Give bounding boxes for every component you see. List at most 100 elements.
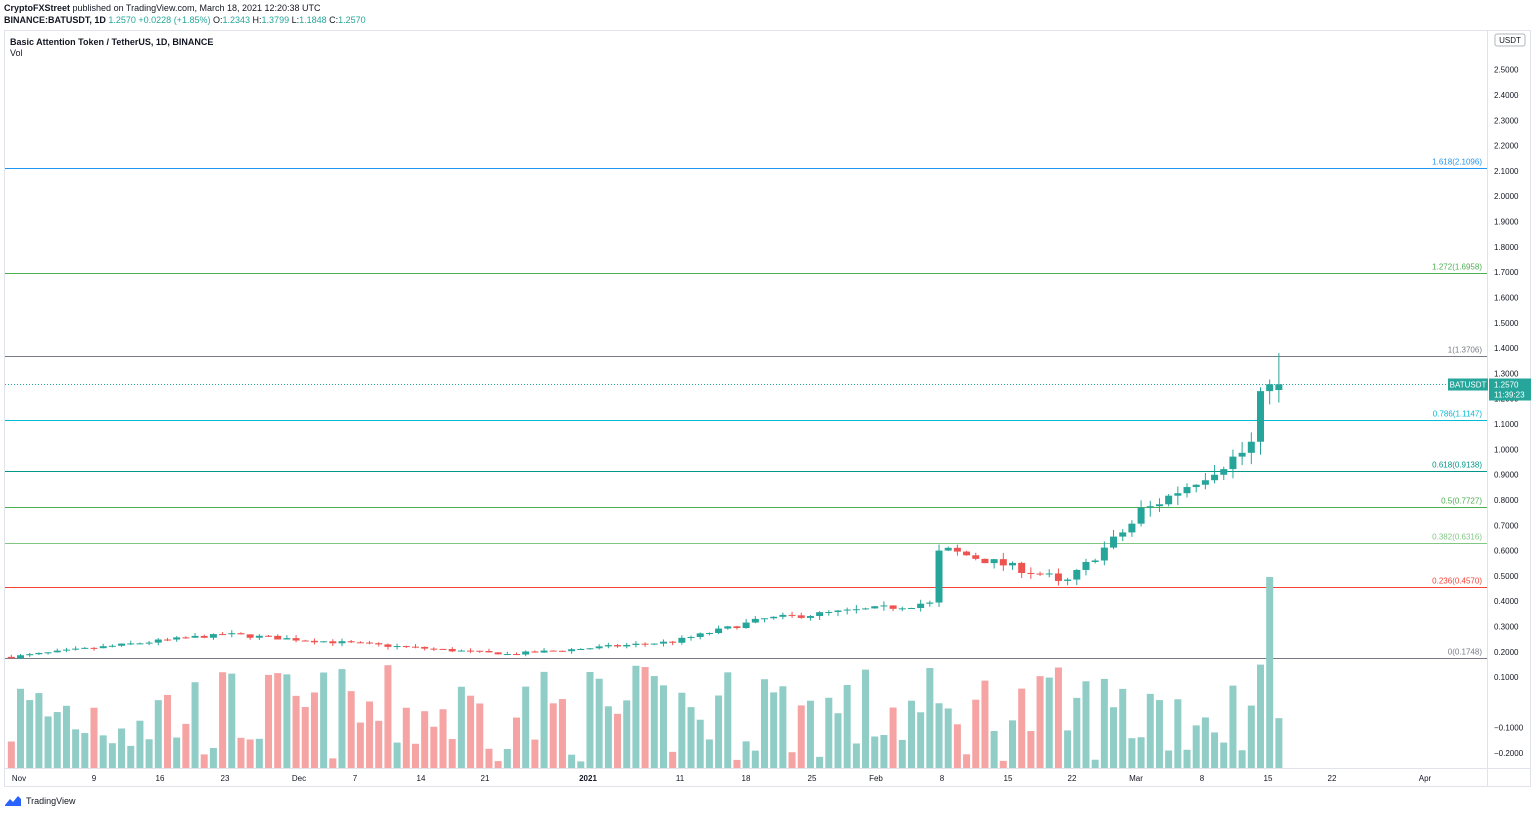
candle-body[interactable] <box>1036 573 1044 575</box>
candle-body[interactable] <box>62 649 70 651</box>
candle-body[interactable] <box>595 646 603 649</box>
candle-body[interactable] <box>1238 452 1246 457</box>
candle-body[interactable] <box>898 608 906 610</box>
candle-body[interactable] <box>1229 456 1237 470</box>
candle-body[interactable] <box>209 634 217 638</box>
candle-body[interactable] <box>1146 506 1154 508</box>
candle-body[interactable] <box>531 651 539 653</box>
candle-body[interactable] <box>1073 569 1081 580</box>
candle-body[interactable] <box>145 642 153 644</box>
chart-frame[interactable] <box>4 30 1531 787</box>
candle-body[interactable] <box>641 643 649 645</box>
candle-body[interactable] <box>1256 391 1264 442</box>
candle-body[interactable] <box>1174 493 1182 496</box>
candle-body[interactable] <box>540 650 548 653</box>
candle-body[interactable] <box>1211 474 1219 481</box>
candle-body[interactable] <box>1119 532 1127 537</box>
candle-body[interactable] <box>439 648 447 650</box>
candle-body[interactable] <box>944 547 952 551</box>
candle-body[interactable] <box>163 639 171 641</box>
candle-body[interactable] <box>485 651 493 653</box>
candle-body[interactable] <box>871 606 879 609</box>
candle-body[interactable] <box>816 612 824 616</box>
candle-body[interactable] <box>173 637 181 640</box>
candle-body[interactable] <box>1220 469 1228 475</box>
candle-body[interactable] <box>705 633 713 635</box>
candle-body[interactable] <box>118 643 126 646</box>
candle-body[interactable] <box>522 651 530 655</box>
candle-body[interactable] <box>1045 573 1053 575</box>
candle-body[interactable] <box>558 650 566 652</box>
candle-body[interactable] <box>99 646 107 649</box>
candle-body[interactable] <box>678 637 686 643</box>
candle-body[interactable] <box>742 622 750 629</box>
candle-body[interactable] <box>669 641 677 643</box>
candle-body[interactable] <box>430 648 438 650</box>
candle-body[interactable] <box>191 635 199 638</box>
candle-body[interactable] <box>1009 562 1016 566</box>
candle-body[interactable] <box>513 654 521 656</box>
candle-body[interactable] <box>659 641 667 644</box>
candle-body[interactable] <box>457 650 465 652</box>
candle-body[interactable] <box>228 633 236 635</box>
candle-body[interactable] <box>154 639 162 643</box>
candle-body[interactable] <box>1155 504 1163 507</box>
candle-body[interactable] <box>568 649 576 652</box>
candle-body[interactable] <box>825 611 833 613</box>
candle-body[interactable] <box>935 550 943 603</box>
candle-body[interactable] <box>136 643 144 645</box>
candle-body[interactable] <box>127 643 135 645</box>
candle-body[interactable] <box>999 559 1007 566</box>
time-axis[interactable]: Nov 9 16 23 Dec 7 14 21 2021 11 18 25 Feb 8 15 22 Mar 8 15… <box>5 768 1531 784</box>
candle-body[interactable] <box>356 642 364 644</box>
candle-body[interactable] <box>770 616 778 619</box>
candle-body[interactable] <box>779 614 787 617</box>
candle-body[interactable] <box>751 618 759 623</box>
candle-body[interactable] <box>292 638 300 641</box>
candle-body[interactable] <box>90 647 98 649</box>
candle-body[interactable] <box>696 633 704 637</box>
candle-body[interactable] <box>503 654 511 656</box>
candle-body[interactable] <box>614 645 622 647</box>
candle-body[interactable] <box>1082 562 1090 570</box>
candle-body[interactable] <box>852 609 860 611</box>
candle-body[interactable] <box>274 635 282 640</box>
candle-body[interactable] <box>347 641 355 643</box>
candle-body[interactable] <box>375 643 383 645</box>
candle-body[interactable] <box>604 645 612 647</box>
candle-body[interactable] <box>1054 573 1062 581</box>
tradingview-footer[interactable]: TradingView <box>4 793 76 809</box>
candle-body[interactable] <box>246 634 254 638</box>
candle-body[interactable] <box>421 646 429 649</box>
candle-body[interactable] <box>1266 384 1274 392</box>
candle-body[interactable] <box>761 618 769 620</box>
candle-body[interactable] <box>1018 562 1026 573</box>
candle-body[interactable] <box>862 608 870 610</box>
candle-body[interactable] <box>623 644 631 647</box>
candle-body[interactable] <box>880 605 888 607</box>
candle-body[interactable] <box>35 652 43 655</box>
candle-body[interactable] <box>1201 480 1209 485</box>
candle-body[interactable] <box>1247 441 1255 453</box>
candle-body[interactable] <box>320 641 328 643</box>
currency-box[interactable] <box>1494 33 1526 47</box>
candle-body[interactable] <box>1275 384 1283 391</box>
candle-body[interactable] <box>108 645 116 647</box>
candle-body[interactable] <box>384 644 392 647</box>
candle-body[interactable] <box>1091 560 1099 563</box>
candle-body[interactable] <box>1183 487 1191 494</box>
candle-body[interactable] <box>53 650 61 653</box>
candle-body[interactable] <box>81 647 89 649</box>
candle-body[interactable] <box>843 609 851 611</box>
candle-body[interactable] <box>972 555 980 559</box>
candle-body[interactable] <box>1165 495 1173 505</box>
candle-body[interactable] <box>907 607 915 609</box>
candle-body[interactable] <box>1064 579 1072 581</box>
candle-body[interactable] <box>990 559 998 564</box>
candle-body[interactable] <box>476 650 484 652</box>
candle-body[interactable] <box>632 643 640 645</box>
candle-body[interactable] <box>411 646 419 648</box>
candle-body[interactable] <box>650 643 658 645</box>
candle-body[interactable] <box>1137 507 1145 524</box>
